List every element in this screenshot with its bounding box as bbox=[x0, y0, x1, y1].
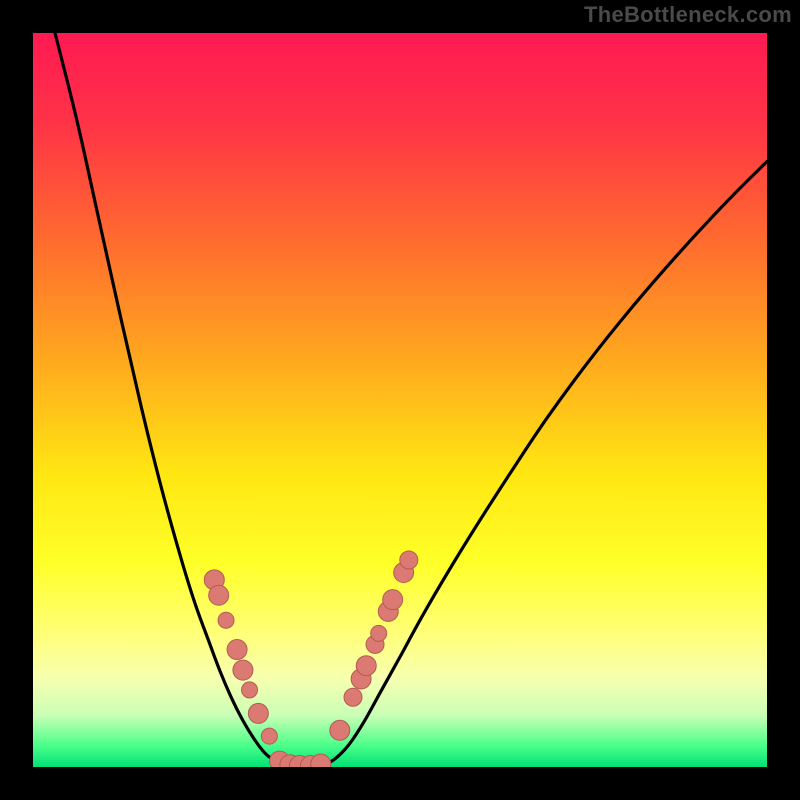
marker-point bbox=[356, 656, 376, 676]
chart-container: TheBottleneck.com bbox=[0, 0, 800, 800]
chart-svg bbox=[33, 33, 767, 767]
watermark-label: TheBottleneck.com bbox=[584, 2, 792, 28]
marker-point bbox=[344, 688, 362, 706]
marker-point bbox=[248, 703, 268, 723]
marker-point bbox=[400, 551, 418, 569]
marker-point bbox=[209, 585, 229, 605]
marker-point bbox=[261, 728, 277, 744]
marker-point bbox=[218, 612, 234, 628]
plot-area bbox=[33, 33, 767, 767]
marker-point bbox=[383, 590, 403, 610]
marker-point bbox=[371, 625, 387, 641]
marker-point bbox=[330, 720, 350, 740]
marker-point bbox=[233, 660, 253, 680]
marker-point bbox=[242, 682, 258, 698]
marker-point bbox=[227, 640, 247, 660]
